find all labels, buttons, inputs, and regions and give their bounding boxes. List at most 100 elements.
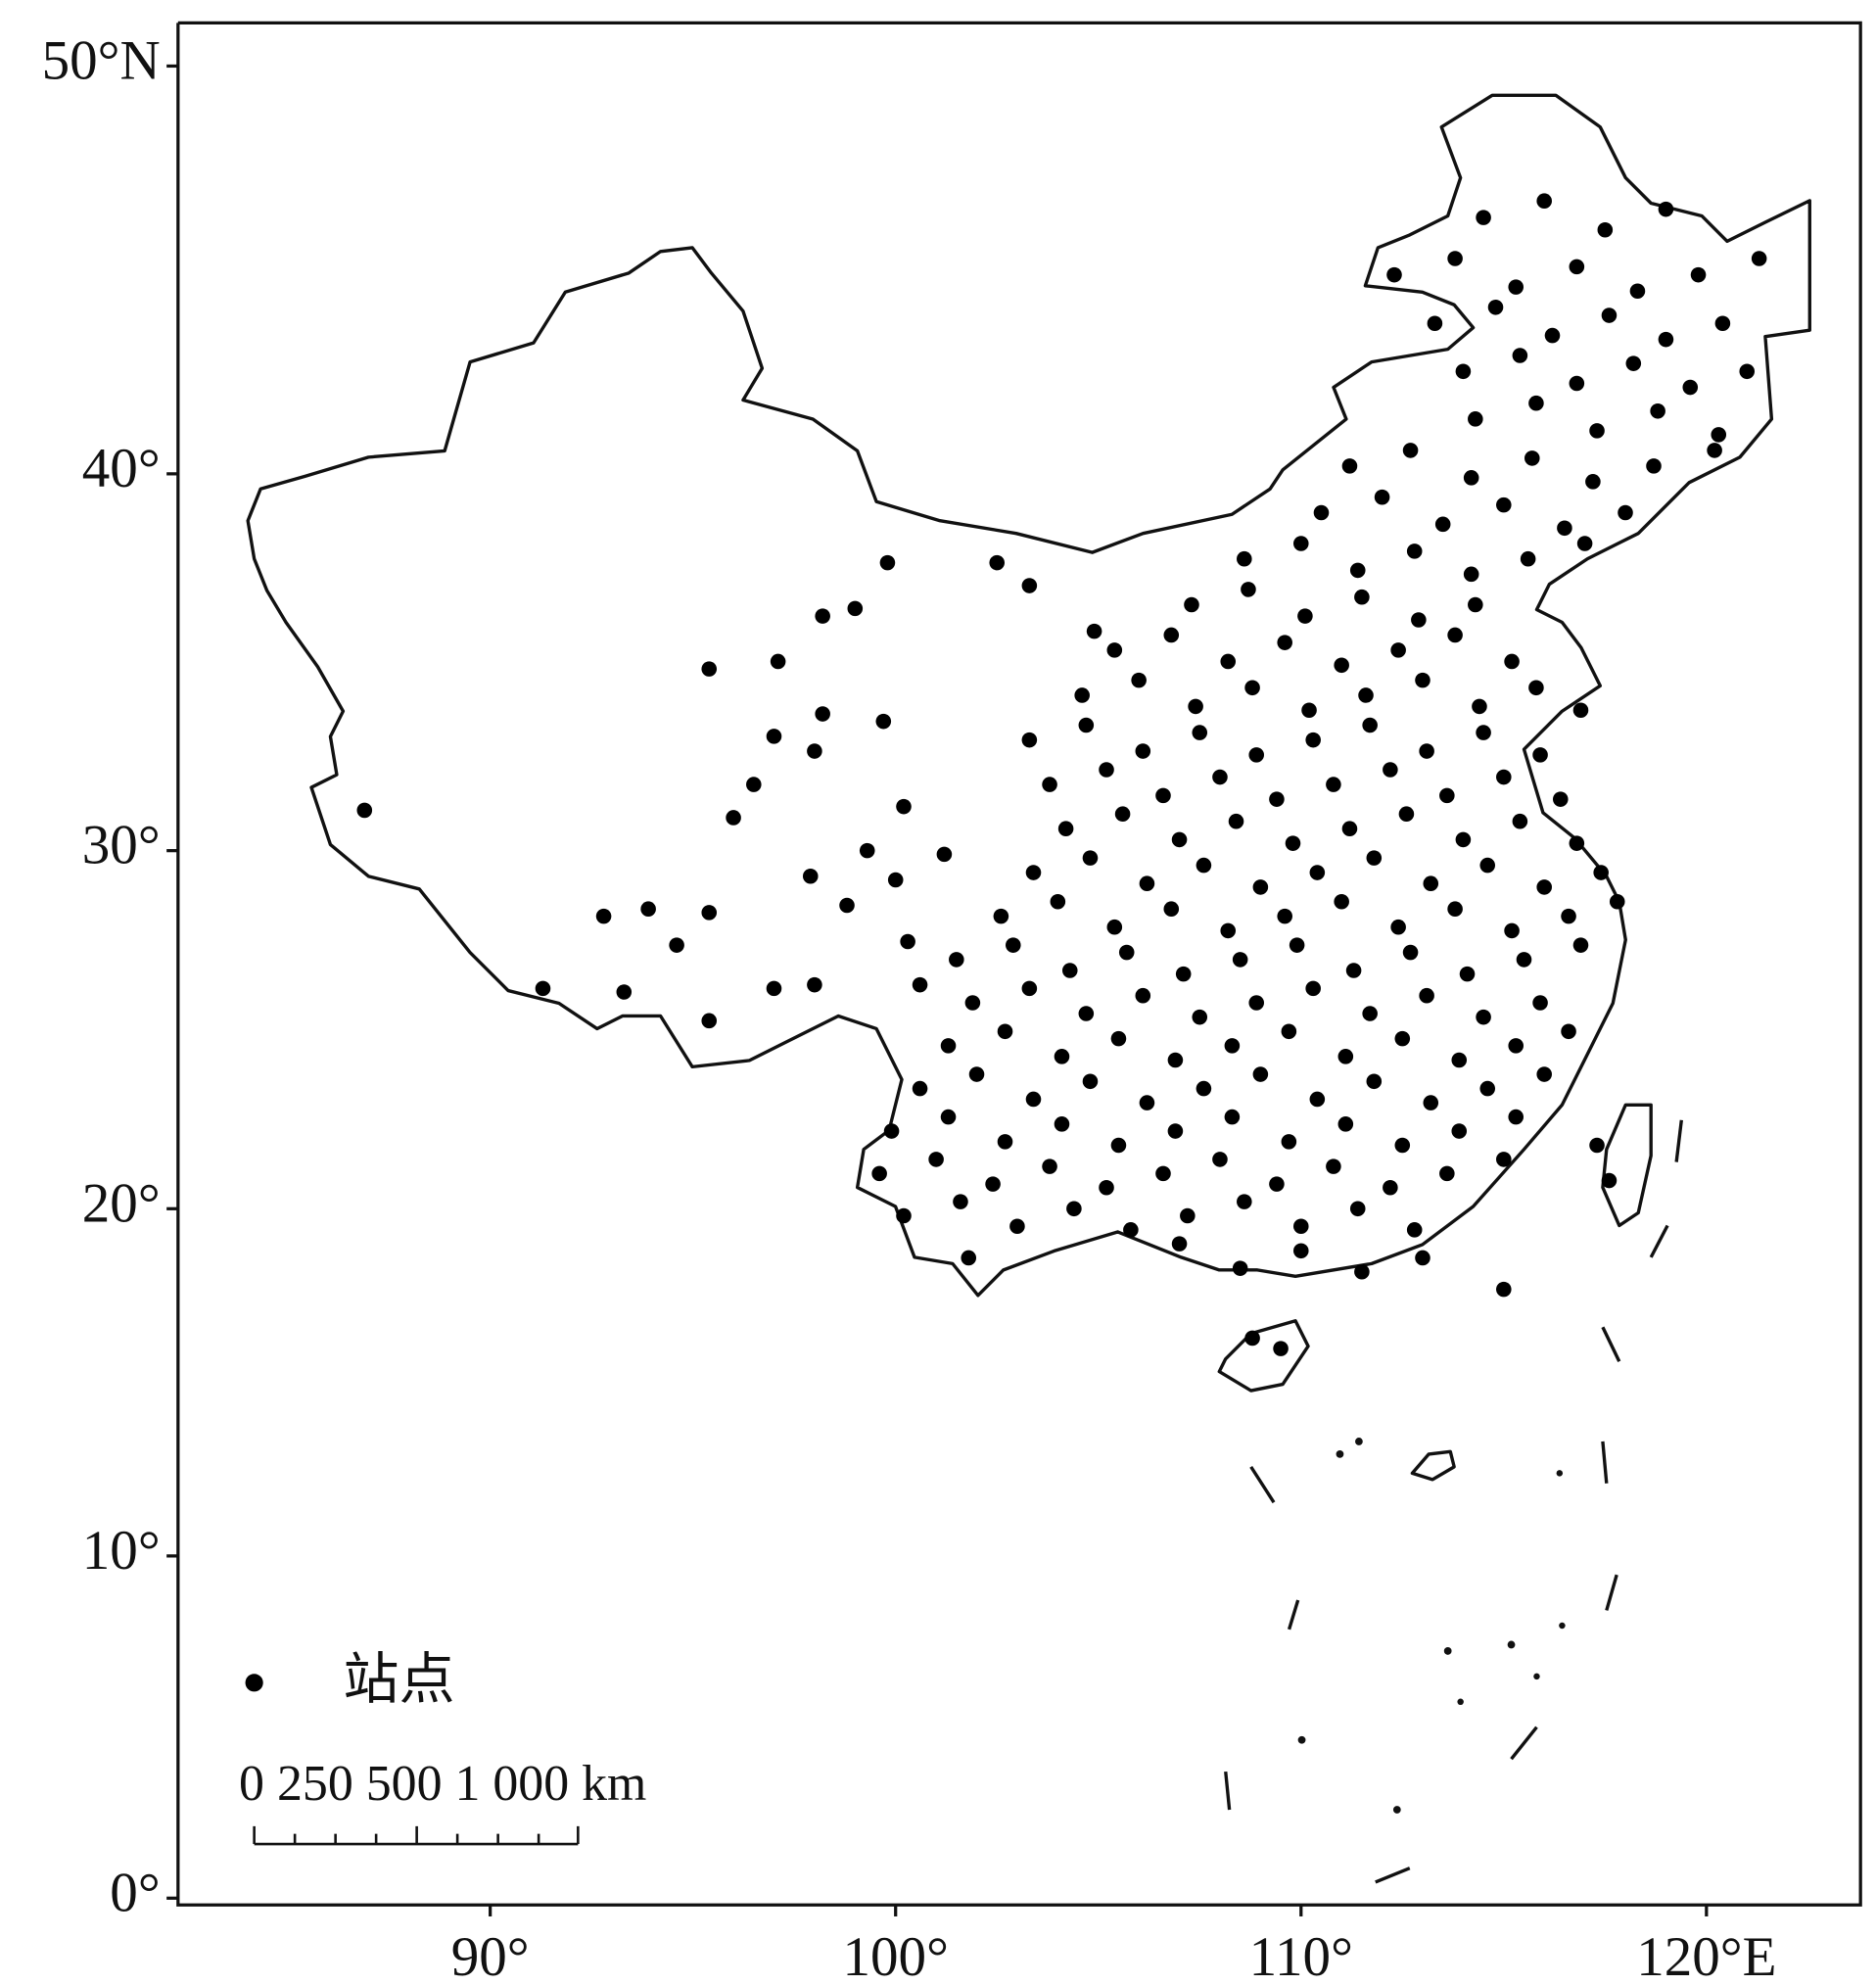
station bbox=[1487, 300, 1504, 315]
station bbox=[1468, 596, 1483, 613]
y-tick-label: 30° bbox=[82, 815, 161, 876]
station bbox=[1601, 1172, 1618, 1189]
station bbox=[1135, 743, 1151, 759]
station bbox=[1224, 1109, 1241, 1125]
station bbox=[1476, 725, 1491, 740]
station bbox=[1682, 379, 1699, 396]
station bbox=[912, 976, 928, 993]
y-tick-label: 10° bbox=[82, 1520, 161, 1582]
station bbox=[1504, 653, 1520, 670]
station bbox=[1135, 987, 1151, 1004]
station bbox=[1496, 496, 1512, 513]
station bbox=[1402, 944, 1419, 961]
legend-marker bbox=[245, 1674, 263, 1692]
station bbox=[1415, 1250, 1430, 1266]
station bbox=[1512, 348, 1528, 363]
station bbox=[1006, 937, 1021, 953]
station bbox=[1528, 395, 1544, 411]
station bbox=[1479, 857, 1496, 874]
station bbox=[1171, 1236, 1188, 1252]
station bbox=[1569, 835, 1585, 851]
station bbox=[1569, 375, 1585, 392]
station bbox=[1629, 283, 1646, 300]
station bbox=[616, 984, 633, 1000]
station bbox=[766, 729, 782, 744]
station bbox=[1398, 806, 1415, 822]
station bbox=[807, 743, 822, 759]
station bbox=[1292, 1218, 1309, 1235]
station bbox=[928, 1152, 944, 1167]
station bbox=[1281, 1134, 1297, 1150]
station bbox=[1419, 987, 1434, 1004]
dash bbox=[1287, 1599, 1300, 1631]
station bbox=[1476, 210, 1491, 225]
station bbox=[936, 846, 953, 863]
station bbox=[1196, 857, 1212, 874]
y-tick-label: 40° bbox=[82, 438, 161, 499]
station bbox=[993, 908, 1009, 924]
station bbox=[964, 995, 981, 1011]
station bbox=[1163, 901, 1180, 917]
station bbox=[1520, 550, 1536, 567]
y-tick-label: 50°N bbox=[42, 30, 161, 92]
station bbox=[1273, 1341, 1289, 1356]
station bbox=[1508, 1109, 1524, 1125]
station bbox=[1025, 1091, 1042, 1108]
station bbox=[968, 1066, 985, 1082]
station bbox=[1021, 980, 1038, 997]
station bbox=[1455, 363, 1472, 380]
station bbox=[1188, 698, 1203, 715]
island-dot bbox=[1559, 1622, 1566, 1630]
station bbox=[1167, 1052, 1184, 1068]
station bbox=[1532, 747, 1548, 763]
station bbox=[1751, 251, 1767, 266]
station bbox=[1184, 596, 1199, 613]
station bbox=[1220, 922, 1237, 939]
station bbox=[1423, 1095, 1439, 1111]
station bbox=[1362, 717, 1378, 733]
station bbox=[1572, 702, 1589, 719]
station bbox=[1544, 327, 1561, 344]
station bbox=[883, 1123, 900, 1139]
station bbox=[1625, 355, 1642, 371]
station bbox=[1192, 1009, 1208, 1025]
station bbox=[1086, 623, 1102, 639]
station bbox=[1496, 1152, 1512, 1167]
station bbox=[1269, 791, 1285, 807]
station bbox=[1406, 1222, 1423, 1238]
station bbox=[1289, 937, 1305, 953]
station bbox=[859, 842, 875, 859]
station bbox=[701, 661, 718, 677]
station bbox=[949, 952, 964, 968]
station bbox=[1439, 787, 1455, 804]
station bbox=[1252, 879, 1269, 895]
station bbox=[535, 980, 551, 997]
station bbox=[1313, 504, 1330, 521]
station bbox=[997, 1023, 1013, 1040]
station bbox=[1042, 777, 1057, 792]
station bbox=[1650, 403, 1665, 419]
station bbox=[1390, 642, 1406, 658]
station bbox=[1277, 635, 1292, 650]
station bbox=[1463, 566, 1479, 583]
station bbox=[356, 802, 373, 819]
station bbox=[1078, 717, 1095, 733]
station bbox=[1690, 266, 1707, 283]
station bbox=[1576, 536, 1593, 551]
station bbox=[1468, 411, 1483, 427]
station bbox=[1496, 769, 1512, 785]
station bbox=[1099, 1179, 1114, 1196]
station bbox=[1536, 879, 1552, 895]
station bbox=[770, 653, 786, 670]
station bbox=[1082, 1073, 1099, 1090]
station bbox=[1021, 578, 1038, 593]
station bbox=[1066, 1201, 1082, 1217]
station bbox=[1269, 1176, 1285, 1192]
station bbox=[1341, 458, 1358, 474]
dash bbox=[1224, 1771, 1232, 1811]
scale-bar: 0 250 500 1 000 km bbox=[239, 1756, 646, 1846]
station bbox=[1301, 702, 1317, 719]
island-dot bbox=[1392, 1806, 1401, 1814]
